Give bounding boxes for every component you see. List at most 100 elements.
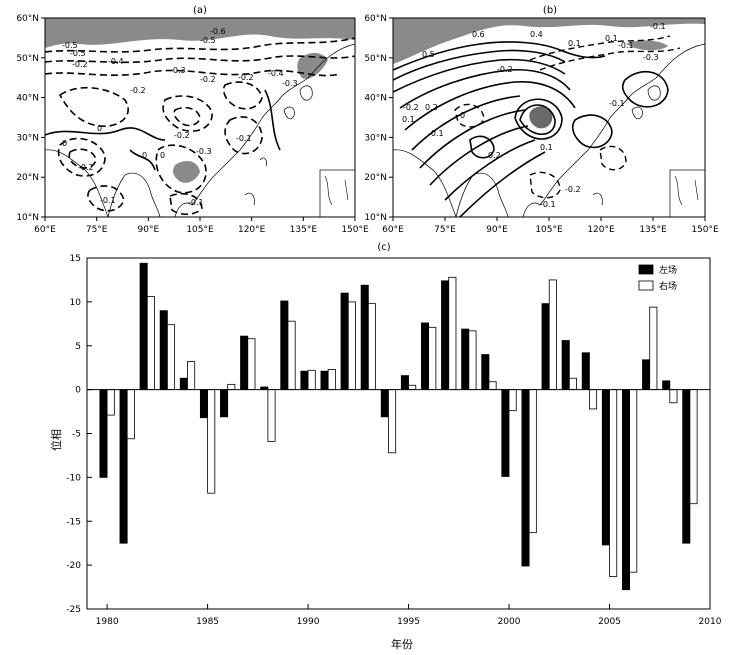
map-a-shaded-region-north (45, 18, 355, 48)
map-b-contour-label: -0.1 (618, 41, 634, 50)
lat-tick-label: 50°N (16, 54, 39, 64)
map-a-contour-label: -0.3 (170, 66, 186, 75)
bar-left-field (340, 292, 349, 391)
lat-tick-label: 50°N (364, 54, 387, 64)
lat-tick-label: 20°N (364, 173, 387, 183)
bar-left-field (380, 389, 389, 418)
lon-tick-label: 90°E (138, 225, 160, 235)
map-a-shaded-region-northeast (297, 52, 328, 79)
y-tick-label: 5 (75, 342, 81, 352)
bar-right-field (468, 330, 477, 391)
x-tick-label: 2000 (498, 617, 521, 627)
bar-left-field (280, 300, 289, 391)
lat-tick-label: 40°N (364, 94, 387, 104)
lat-tick-label: 30°N (16, 133, 39, 143)
bar-right-field (568, 377, 577, 391)
bar-right-field (227, 383, 236, 391)
legend-swatch-right-field (638, 280, 654, 291)
y-tick-label: -5 (72, 430, 81, 440)
map-b-contour-label: -0.1 (540, 200, 556, 209)
map-a-shaded-region-south (173, 160, 200, 183)
map-b-shaded-region-tibet (529, 106, 553, 129)
lon-tick-label: 90°E (486, 225, 508, 235)
map-panel-a: (a) (16, 5, 369, 235)
bar-left-field (400, 375, 409, 391)
bar-left-field (441, 280, 450, 391)
map-b-contour-label: -0.1 (428, 129, 444, 138)
bar-left-field (199, 389, 208, 419)
bar-left-field (220, 389, 229, 418)
map-b-contour-label: -0.3 (643, 53, 659, 62)
map-b-inset (669, 169, 705, 217)
lon-tick-label: 135°E (290, 225, 318, 235)
map-b-contour-label: 0.5 (422, 50, 435, 59)
bar-left-field (521, 389, 530, 567)
lon-tick-label: 75°E (434, 225, 456, 235)
map-a-contour-label: -0.3 (196, 147, 212, 156)
bar-chart: (c) -25 -20 -15 -10 -5 0 5 10 15 1980 1985 1990 199… (49, 242, 722, 651)
bar-left-field (501, 389, 510, 477)
lon-tick-label: 75°E (86, 225, 108, 235)
bar-left-field (179, 377, 188, 391)
map-a-contour-label: -0.2 (72, 60, 88, 69)
lat-tick-label: 60°N (364, 14, 387, 24)
bar-left-field (581, 352, 590, 391)
map-a-panel-label: (a) (193, 5, 207, 16)
legend-label-left-field: 左场 (659, 264, 677, 276)
bar-left-field (601, 389, 610, 546)
bar-left-field (461, 328, 470, 391)
bar-left-field (139, 262, 148, 391)
map-b-coastline (393, 43, 705, 217)
lon-tick-label: 105°E (535, 225, 563, 235)
bar-left-field (99, 389, 108, 478)
bar-right-field (287, 320, 296, 391)
lat-tick-label: 40°N (16, 94, 39, 104)
map-a-contour-label: -0.4 (108, 57, 124, 66)
bar-right-field (428, 326, 437, 391)
map-b-contour-label: 0.2 (425, 103, 438, 112)
y-tick-label: 15 (70, 254, 81, 264)
lon-tick-label: 135°E (639, 225, 667, 235)
bar-series-group (99, 262, 698, 591)
bar-right-field (589, 389, 598, 410)
lon-tick-label: 150°E (341, 225, 369, 235)
bar-right-field (388, 389, 397, 454)
y-tick-label: 10 (70, 298, 82, 308)
bar-right-field (106, 389, 115, 416)
map-b-contour-label: 0.6 (472, 30, 485, 39)
map-b-contour-label: 0.1 (568, 39, 581, 48)
x-tick-label: 2005 (598, 617, 621, 627)
map-a-contour-label: -0.2 (238, 73, 254, 82)
map-a-zero-contours (45, 89, 281, 171)
bar-right-field (146, 296, 155, 391)
map-a-axes: 10°N 20°N 30°N 40°N 50°N 60°N 60°E 75°E 90°E 105°… (16, 14, 369, 235)
lat-tick-label: 60°N (16, 14, 39, 24)
legend-label-right-field: 右场 (659, 280, 677, 292)
bar-left-field (240, 335, 249, 391)
lon-tick-label: 105°E (186, 225, 214, 235)
map-b-contour-label: 0.1 (402, 115, 415, 124)
map-a-inset (319, 169, 355, 217)
map-b-contour-label: -0.1 (650, 22, 666, 31)
chart-panel-label: (c) (377, 242, 390, 253)
x-tick-label: 1995 (397, 617, 420, 627)
bar-left-field (421, 322, 430, 391)
map-b-negative-contours (454, 35, 681, 199)
map-b-positive-contours (393, 41, 669, 217)
bar-right-field (448, 276, 457, 391)
bar-right-field (669, 389, 678, 404)
bar-right-field (307, 369, 316, 391)
bar-left-field (159, 310, 168, 391)
y-tick-label: -10 (66, 473, 81, 483)
bar-right-field (166, 324, 176, 391)
bar-left-field (320, 370, 329, 391)
bar-left-field (300, 370, 309, 391)
map-a-contour-label: -0.4 (268, 69, 284, 78)
map-a-contour-label: -0.5 (200, 36, 216, 45)
map-b-contour-label: -0.2 (565, 185, 581, 194)
map-a-contour-label: -0.2 (78, 163, 94, 172)
bar-left-field (642, 359, 651, 391)
lon-tick-label: 150°E (691, 225, 719, 235)
map-a-contour-label: 0 (142, 151, 147, 160)
map-a-contour-labels: -0.6 -0.5 -0.5 -0.5 -0.2 -0.4 -0.3 -0.2 … (62, 27, 298, 207)
